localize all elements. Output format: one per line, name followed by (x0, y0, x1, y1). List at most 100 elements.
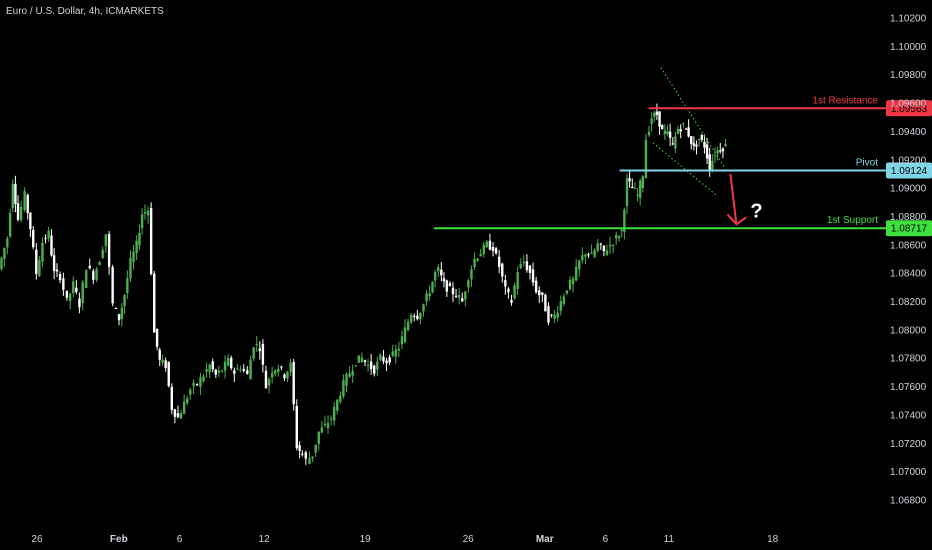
candle-body (11, 183, 14, 208)
candle-body (68, 293, 72, 301)
candle-body (249, 359, 252, 380)
candle-body (620, 229, 623, 231)
candle-body (342, 379, 345, 397)
pivot-label: Pivot (856, 158, 878, 169)
candle-body (416, 315, 419, 320)
candle-body (239, 369, 242, 371)
candle-body (44, 238, 47, 240)
price-tick-label: 1.08200 (890, 297, 927, 308)
candle-body (233, 370, 236, 374)
candle-body (721, 148, 725, 152)
candle-body (633, 188, 637, 190)
candle-body (192, 382, 195, 387)
candle-body (6, 238, 9, 248)
candle-body (138, 232, 141, 246)
candle-body (494, 248, 498, 254)
candle-body (98, 262, 101, 266)
candle-body (314, 444, 317, 453)
candle-body (158, 349, 161, 360)
candle-body (26, 194, 29, 213)
candle-body (308, 457, 311, 464)
chart-title: Euro / U.S. Dollar, 4h, ICMARKETS (6, 6, 164, 17)
candle-body (149, 208, 153, 274)
candle-body (223, 361, 227, 371)
candle-body (391, 351, 394, 356)
candle-body (611, 244, 615, 246)
candle-body (226, 357, 230, 366)
candle-body (317, 431, 320, 444)
time-axis[interactable]: 26 Feb 6 12 19 26 Mar 6 11 18 (31, 534, 778, 545)
candle-body (135, 240, 138, 253)
candle-body (246, 370, 249, 374)
candle-body (692, 143, 696, 146)
time-tick-label: Mar (536, 534, 554, 545)
candle-body (104, 234, 108, 247)
candle-body (3, 248, 6, 260)
time-tick-label: 26 (31, 534, 43, 545)
candle-body (311, 456, 314, 459)
candle-body (547, 306, 550, 323)
candle-body (129, 257, 132, 279)
candle-body (167, 361, 170, 387)
candle-body (605, 250, 609, 255)
candle-body (292, 362, 295, 405)
candle-body (491, 246, 495, 251)
price-tick-label: 1.08000 (890, 325, 927, 336)
candle-body (666, 131, 669, 135)
support-label: 1st Support (827, 215, 878, 226)
candle-body (261, 343, 265, 365)
price-axis[interactable]: 1.10200 1.10000 1.09800 1.09600 1.09400 1.092… (890, 14, 927, 507)
candle-body (339, 395, 342, 402)
candle-body (590, 252, 593, 254)
candle-body (541, 292, 544, 296)
candle-body (214, 369, 218, 375)
candle-body (719, 150, 722, 152)
candle-body (428, 293, 431, 297)
candle-body (23, 191, 26, 211)
candle-body (510, 299, 513, 303)
candle-body (120, 307, 124, 320)
candle-body (29, 212, 32, 230)
candle-body (379, 354, 382, 360)
candle-body (708, 154, 711, 171)
candle-body (684, 128, 688, 130)
candle-body (38, 259, 41, 277)
candle-body (636, 194, 639, 196)
time-tick-label: 19 (360, 534, 372, 545)
candle-body (406, 321, 410, 331)
candle-body (32, 230, 35, 248)
candle-body (376, 361, 379, 370)
candle-body (242, 368, 245, 371)
candle-body (464, 291, 467, 300)
candle-body (286, 371, 289, 379)
candle-body (72, 281, 75, 294)
candle-body (114, 307, 118, 309)
falling-wedge-channel (652, 67, 725, 196)
candle-body (132, 251, 135, 262)
time-tick-label: 12 (258, 534, 270, 545)
candle-body (230, 357, 233, 369)
candle-body (623, 209, 626, 232)
candle-body (457, 295, 461, 298)
time-tick-label: 11 (664, 534, 675, 545)
candle-body (473, 258, 476, 268)
candle-body (14, 183, 17, 204)
candle-body (283, 374, 286, 379)
candle-body (85, 270, 88, 289)
forecast-arrow: ? (726, 173, 763, 226)
price-tick-label: 1.07400 (890, 410, 927, 421)
candle-body (596, 243, 599, 251)
candle-body (255, 344, 258, 346)
candle-body (301, 453, 304, 455)
candle-body (437, 267, 440, 272)
candle-body (507, 288, 510, 293)
candle-body (703, 141, 706, 148)
candle-body (354, 365, 357, 367)
candle-body (320, 427, 324, 433)
candle-body (602, 245, 606, 252)
candle-body (711, 160, 714, 170)
candle-body (19, 206, 23, 220)
candle-body (724, 143, 727, 147)
